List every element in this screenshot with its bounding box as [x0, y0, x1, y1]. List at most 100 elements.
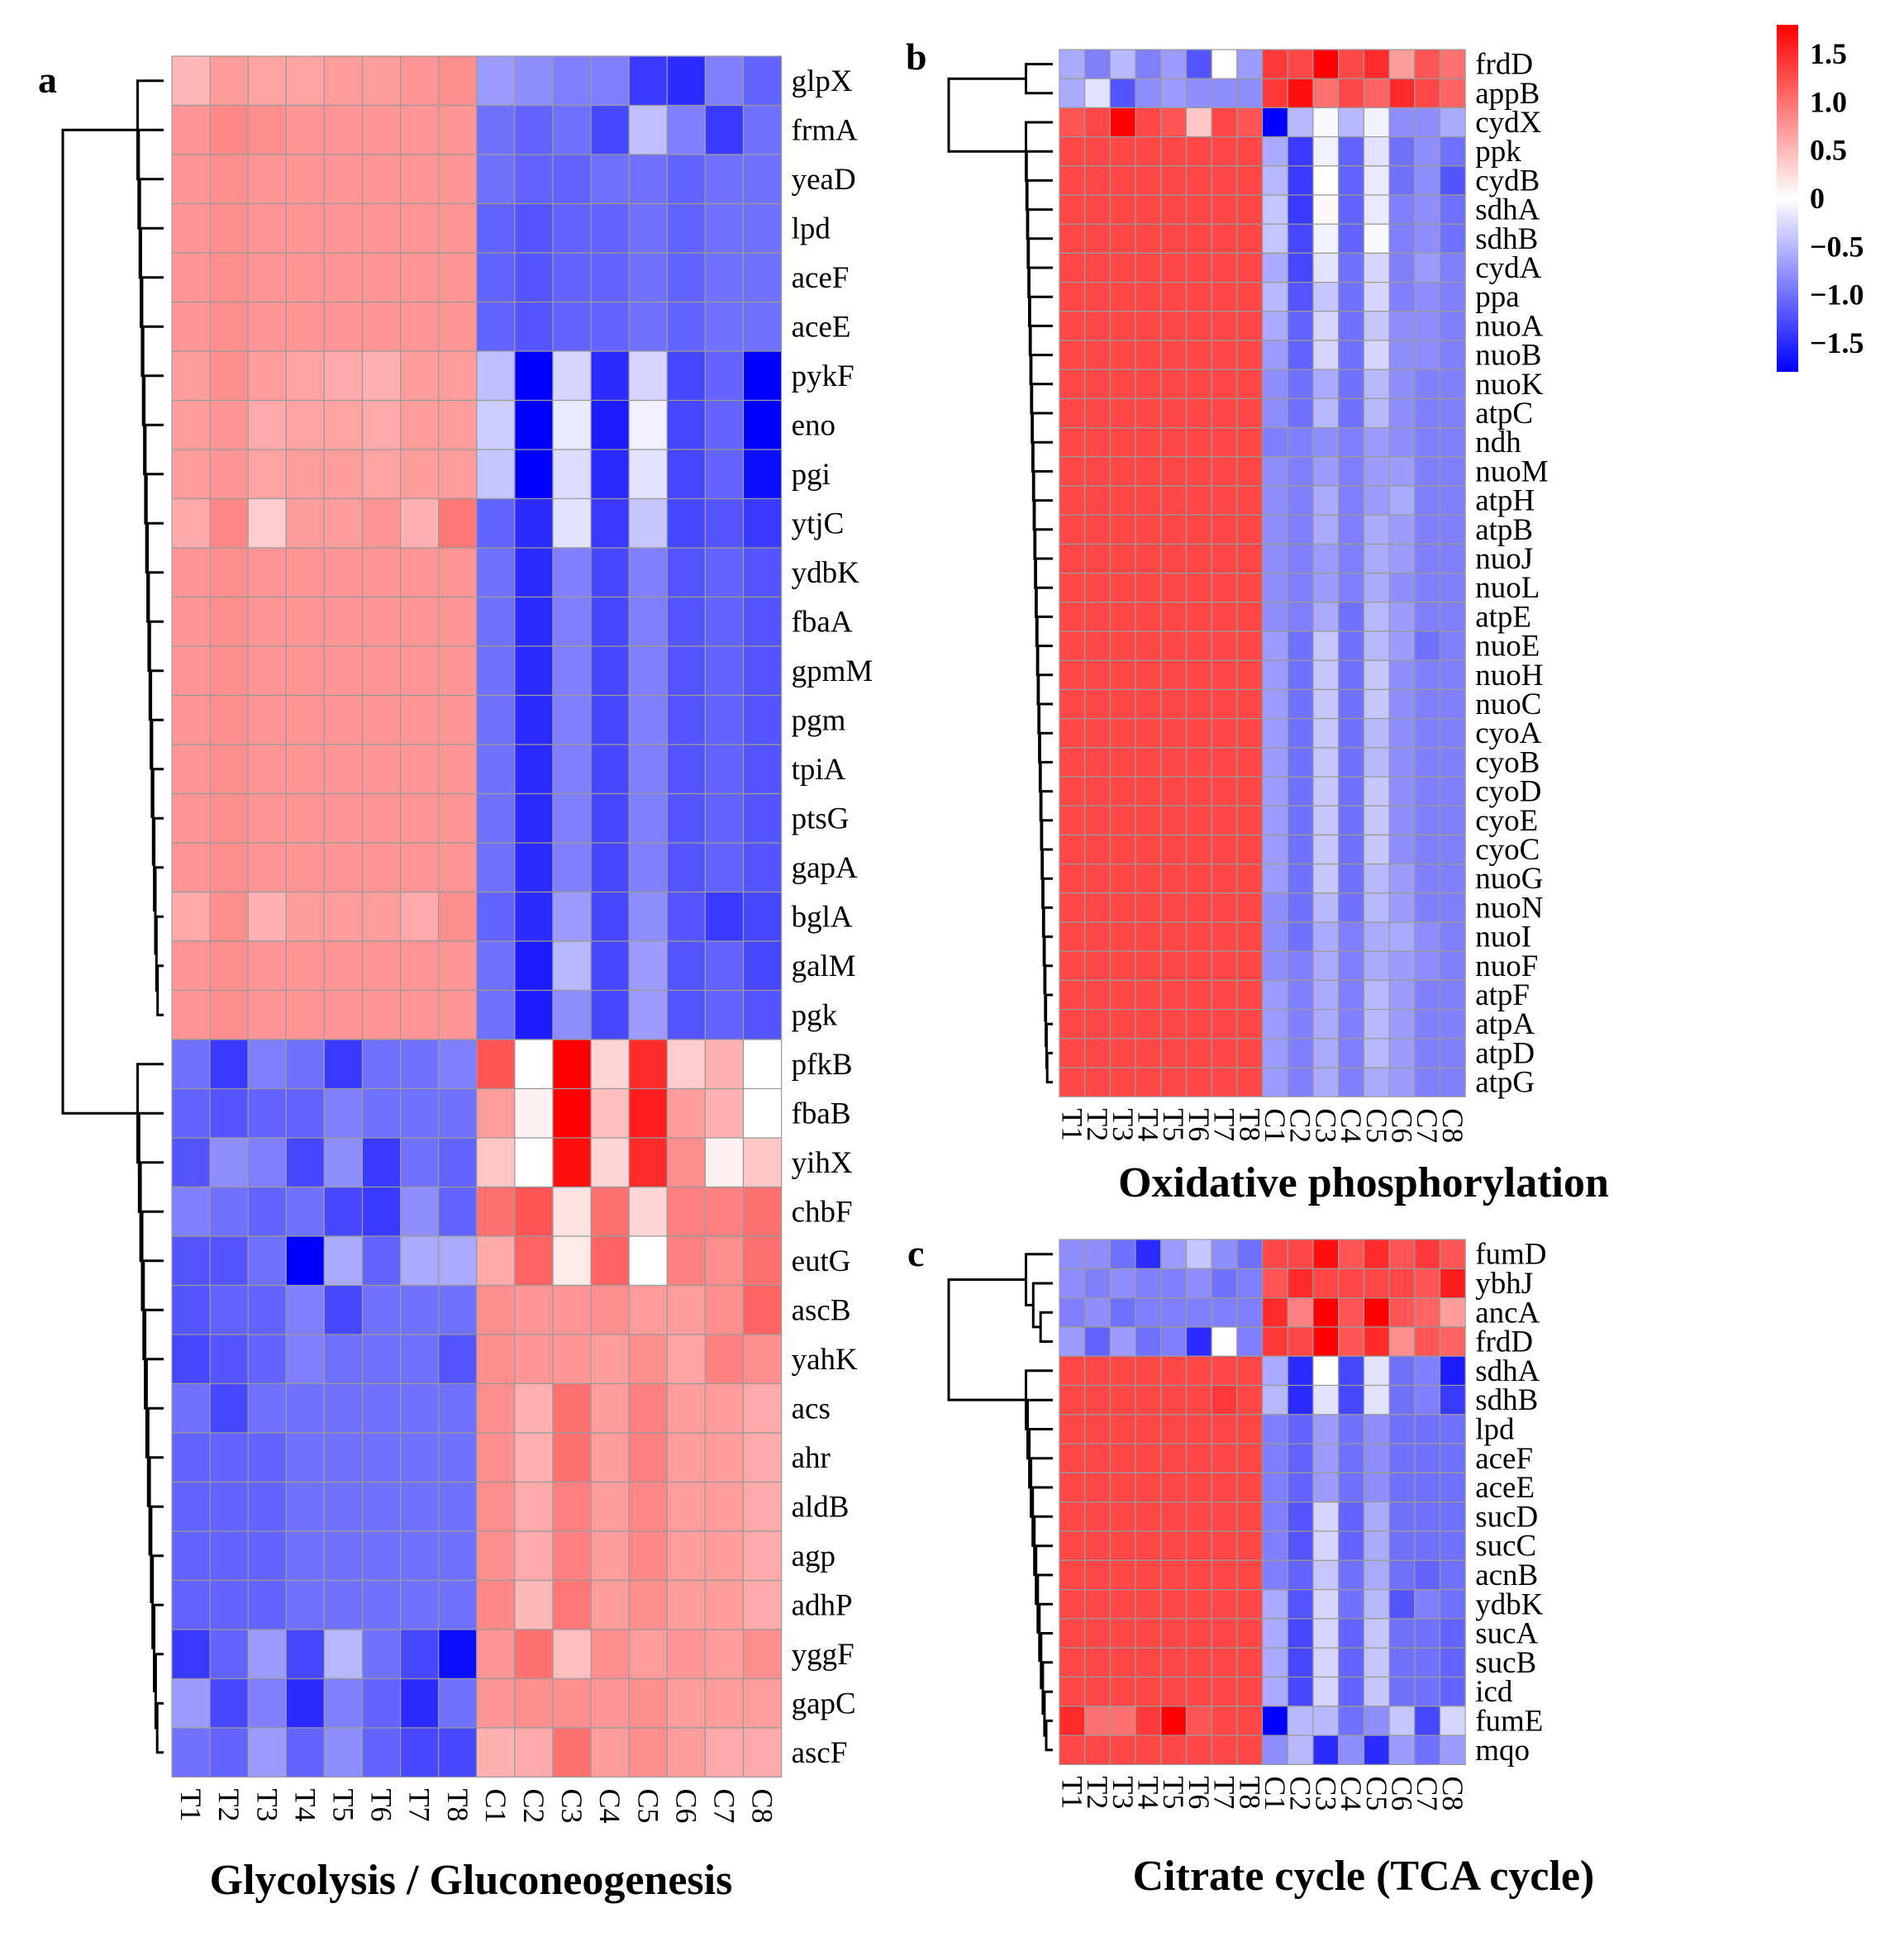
heatmap-cell-nuoK-T1: [1059, 369, 1086, 400]
panel-a: a glpXfrmAyeaDlpdaceFaceEpykFenopgiytjCyd…: [38, 55, 873, 1904]
heatmap-cell-yeaD-C7: [704, 154, 745, 205]
heatmap-cell-ascB-C7: [704, 1284, 745, 1335]
heatmap-cell-aceF-C3: [552, 252, 592, 303]
column-label: T6: [365, 1789, 398, 1822]
heatmap-cell-atpA-T6: [1185, 1008, 1212, 1040]
heatmap-cell-fumD-T1: [1059, 1239, 1086, 1269]
heatmap-cell-aldB-T5: [323, 1481, 364, 1532]
heatmap-cell-yahK-T6: [361, 1334, 402, 1385]
heatmap-cell-fbaB-T2: [209, 1087, 249, 1139]
heatmap-cell-aceF-C7: [704, 252, 745, 303]
heatmap-cell-sucC-C2: [1287, 1530, 1314, 1561]
heatmap-cell-fumE-T7: [1211, 1706, 1238, 1736]
heatmap-cell-ybhJ-T4: [1135, 1268, 1162, 1299]
heatmap-cell-bglA-C8: [742, 891, 783, 942]
row-label: lpd: [792, 212, 831, 245]
heatmap-cell-atpA-T3: [1109, 1008, 1136, 1040]
heatmap-cell-eno-C4: [590, 399, 630, 450]
heatmap-cell-ybhJ-T2: [1084, 1268, 1111, 1299]
heatmap-cell-bglA-C6: [666, 891, 706, 942]
heatmap-cell-adhP-T2: [209, 1579, 249, 1630]
heatmap-cell-pgk-T3: [247, 989, 287, 1040]
heatmap-cell-nuoK-C4: [1338, 369, 1364, 400]
heatmap-cell-tpiA-T2: [209, 744, 249, 795]
heatmap-cell-sdhB-C4: [1338, 1384, 1364, 1416]
heatmap-cell-ydbK-C5: [1363, 1588, 1390, 1620]
heatmap-cell-gapC-T6: [361, 1677, 402, 1729]
heatmap-cell-atpE-T2: [1084, 602, 1111, 632]
heatmap-cell-agp-T7: [400, 1530, 440, 1582]
heatmap-cell-eno-T4: [285, 399, 325, 450]
heatmap-cell-cyoE-T1: [1059, 805, 1086, 836]
heatmap-cell-glpX-C1: [476, 55, 516, 107]
heatmap-cell-ydbK-T4: [1135, 1588, 1162, 1620]
heatmap-cell-aceF-T1: [1059, 1443, 1086, 1473]
heatmap-cell-appB-T5: [1160, 78, 1188, 108]
heatmap-cell-fbaA-T7: [400, 596, 440, 647]
panel-letter-a: a: [38, 59, 57, 101]
row-label: nuoB: [1475, 339, 1541, 373]
column-label: C4: [1335, 1776, 1368, 1811]
row-dendrogram: [947, 63, 1053, 1084]
heatmap-cell-nuoI-T8: [1236, 921, 1264, 952]
heatmap-cell-ybhJ-C3: [1312, 1268, 1340, 1299]
heatmap-cell-agp-T2: [209, 1530, 249, 1582]
row-label: agp: [792, 1539, 835, 1573]
heatmap-cell-atpA-C5: [1363, 1008, 1390, 1040]
row-label: ppa: [1475, 280, 1519, 314]
heatmap-cell-nuoE-T6: [1185, 631, 1212, 661]
heatmap-cell-ydbK-T6: [361, 547, 402, 598]
heatmap-cell-fumE-T3: [1109, 1706, 1136, 1736]
heatmap-cell-ytjC-C4: [590, 497, 630, 549]
heatmap-cell-aceF-C7: [1414, 1443, 1441, 1473]
heatmap-cell-frdD-C6: [1388, 1326, 1416, 1357]
heatmap-cell-aceF-T6: [361, 252, 402, 303]
heatmap-cell-sucC-T8: [1236, 1530, 1264, 1561]
heatmap-cell-atpF-C4: [1338, 979, 1364, 1011]
heatmap-cell-ybhJ-T5: [1160, 1268, 1188, 1299]
heatmap-cell-fumD-C1: [1261, 1239, 1288, 1269]
heatmap-cell-cydA-C8: [1439, 252, 1466, 283]
heatmap-cell-ahr-T5: [323, 1432, 364, 1483]
heatmap-cell-aceF-C6: [1388, 1443, 1416, 1473]
heatmap-cell-icd-C2: [1287, 1676, 1314, 1707]
heatmap-cell-gpmM-T6: [361, 645, 402, 697]
heatmap-cell-mqo-C1: [1261, 1734, 1288, 1766]
heatmap-cell-mqo-C4: [1338, 1734, 1364, 1766]
row-label: cyoB: [1475, 745, 1540, 779]
heatmap-cell-cydB-C1: [1261, 165, 1288, 196]
heatmap-cell-fumD-C3: [1312, 1239, 1340, 1269]
heatmap-cell-ascB-C5: [628, 1284, 668, 1335]
heatmap-cell-atpD-T8: [1236, 1038, 1264, 1068]
heatmap-cell-mqo-C7: [1414, 1734, 1441, 1766]
heatmap-cell-appB-T7: [1211, 78, 1238, 108]
heatmap-cell-cyoA-T3: [1109, 717, 1136, 749]
heatmap-cell-nuoB-C5: [1363, 340, 1390, 370]
heatmap-cell-sdhB-C7: [1414, 1384, 1441, 1416]
heatmap-cell-aceE-T7: [400, 301, 440, 352]
heatmap-cell-atpA-C6: [1388, 1008, 1416, 1040]
heatmap-cell-lpd-T7: [1211, 1414, 1238, 1444]
row-label: ndh: [1475, 426, 1521, 459]
heatmap-cell-yeaD-C8: [742, 154, 783, 205]
heatmap-cell-pgi-T8: [438, 449, 478, 500]
heatmap-cell-nuoC-T8: [1236, 688, 1264, 720]
row-label: nuoH: [1475, 659, 1543, 692]
heatmap-cell-nuoC-C5: [1363, 688, 1390, 720]
heatmap-cell-ydbK-T7: [400, 547, 440, 598]
heatmap-cell-sdhA-C4: [1338, 194, 1364, 225]
heatmap-cell-nuoL-T4: [1135, 572, 1162, 603]
heatmap-cell-sdhB-T4: [1135, 1384, 1162, 1416]
heatmap-cell-ppk-C3: [1312, 136, 1340, 167]
heatmap-cell-gapC-C1: [476, 1677, 516, 1729]
heatmap-cell-frmA-T3: [247, 104, 287, 155]
heatmap-cell-nuoE-T3: [1109, 631, 1136, 661]
heatmap-cell-cyoE-C8: [1439, 805, 1466, 836]
heatmap-cell-nuoK-C3: [1312, 369, 1340, 400]
heatmap-cell-fbaB-T4: [285, 1087, 325, 1139]
heatmap-cell-pykF-C2: [514, 350, 554, 402]
heatmap-cell-agp-T5: [323, 1530, 364, 1582]
legend-tick-label: 1.5: [1810, 37, 1847, 70]
heatmap-cell-atpG-T8: [1236, 1067, 1264, 1097]
heatmap-cell-aldB-C2: [514, 1481, 554, 1532]
